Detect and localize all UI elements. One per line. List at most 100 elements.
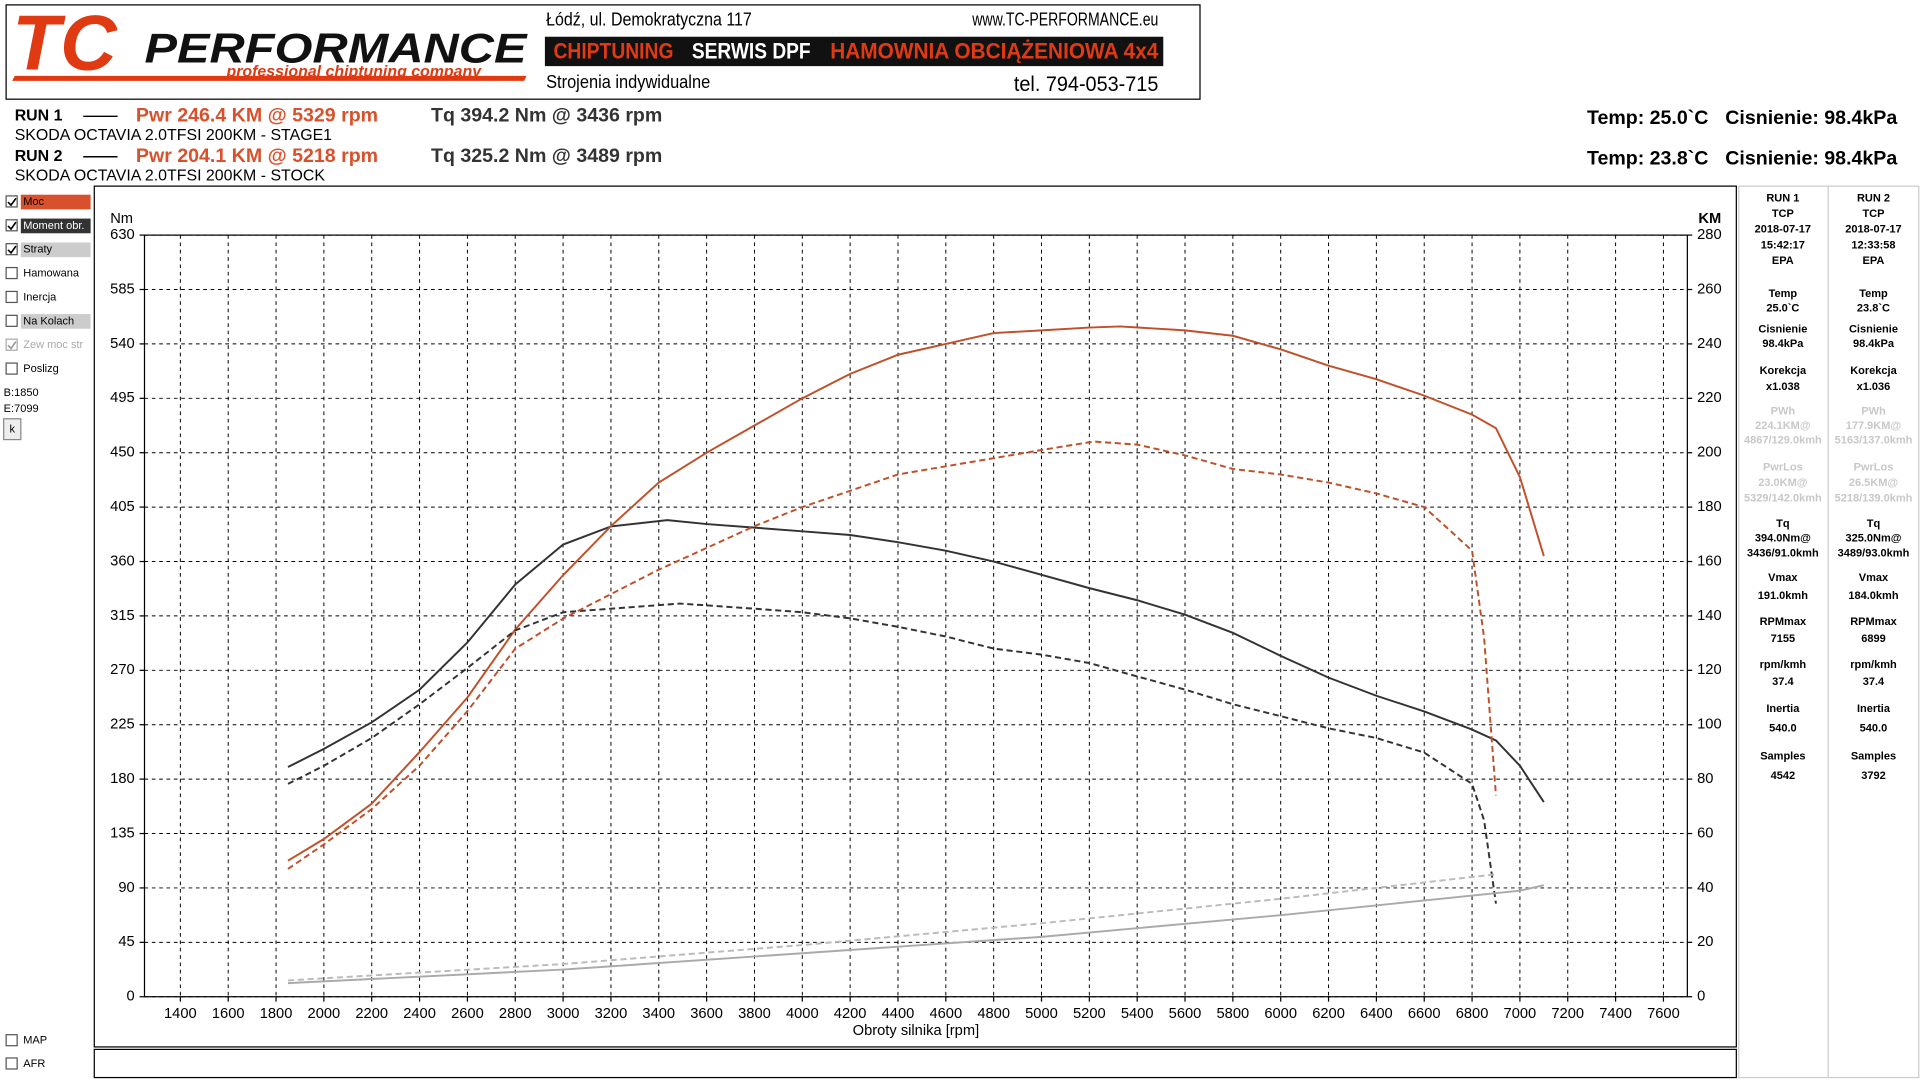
checkbox[interactable] <box>5 243 18 256</box>
option-label[interactable]: Inercja <box>23 291 57 303</box>
panel-text: 3489/93.0kmh <box>1838 547 1910 559</box>
checkbox[interactable] <box>5 1034 18 1047</box>
x-tick-label: 3600 <box>690 1006 723 1022</box>
logo-tc: TC <box>12 0 118 87</box>
option-label[interactable]: Moc <box>23 196 44 208</box>
panel-text: PWh <box>1861 405 1886 417</box>
series-line <box>287 602 1497 904</box>
checkbox[interactable] <box>5 362 18 375</box>
y-tick-label: 45 <box>118 934 134 950</box>
option-label[interactable]: Na Kolach <box>23 315 74 327</box>
panel-text: 15:42:17 <box>1761 239 1805 251</box>
panel-text: Korekcja <box>1850 365 1897 377</box>
x-tick-label: 2800 <box>499 1006 532 1022</box>
series-line <box>287 325 1545 862</box>
checkbox[interactable] <box>5 195 18 208</box>
panel-text: RUN 2 <box>1857 192 1890 204</box>
y-tick-label: 135 <box>110 825 135 841</box>
panel-text: 23.0KM@ <box>1758 477 1808 489</box>
checkbox[interactable] <box>5 219 18 232</box>
x-tick-label: 5600 <box>1169 1006 1202 1022</box>
x-tick-label: 6400 <box>1360 1006 1393 1022</box>
checkbox[interactable] <box>5 290 18 304</box>
panel-text: PwrLos <box>1763 462 1803 474</box>
x-tick-label: 7400 <box>1599 1006 1632 1022</box>
y-tick-label: 270 <box>110 662 135 678</box>
panel-text: TCP <box>1772 208 1794 220</box>
y2-tick-label: 60 <box>1697 825 1713 841</box>
option-bg <box>20 194 91 210</box>
panel-text: 7155 <box>1771 633 1796 645</box>
x-tick-label: 5800 <box>1217 1006 1250 1022</box>
panel-text: 37.4 <box>1772 676 1794 688</box>
panel-text: 5329/142.0kmh <box>1744 492 1822 504</box>
panel-text: x1.036 <box>1857 381 1891 393</box>
y2-tick-label: 20 <box>1697 934 1713 950</box>
checkbox[interactable] <box>5 266 18 280</box>
range-label: E:7099 <box>4 403 39 415</box>
panel-text: 4867/129.0kmh <box>1744 435 1822 447</box>
x-tick-label: 6800 <box>1456 1006 1489 1022</box>
panel-text: 540.0 <box>1769 722 1797 734</box>
x-tick-label: 4800 <box>977 1006 1010 1022</box>
y-axis-label: Nm <box>110 211 133 227</box>
checkmark <box>7 221 17 231</box>
option-label[interactable]: MAP <box>23 1035 47 1047</box>
x-tick-label: 1400 <box>164 1006 197 1022</box>
y-tick-label: 90 <box>118 880 134 896</box>
panel-text: 12:33:58 <box>1851 239 1895 251</box>
panel-text: 177.9KM@ <box>1846 420 1902 432</box>
checkbox[interactable] <box>5 314 18 327</box>
tuning: Strojenia indywidualne <box>546 71 710 92</box>
y-tick-label: 540 <box>110 336 135 352</box>
banner-text: CHIPTUNING <box>553 38 673 63</box>
run-vehicle: SKODA OCTAVIA 2.0TFSI 200KM - STAGE1 <box>15 127 332 144</box>
x-tick-label: 4600 <box>929 1006 962 1022</box>
option-label[interactable]: Hamowana <box>23 268 80 280</box>
y-tick-label: 630 <box>110 227 135 243</box>
panel-text: Vmax <box>1768 572 1798 584</box>
panel-text: 6899 <box>1861 633 1886 645</box>
x-tick-label: 5400 <box>1121 1006 1154 1022</box>
option-label[interactable]: Poslizg <box>23 363 59 375</box>
panel-text: 224.1KM@ <box>1755 420 1811 432</box>
x-axis-label: Obroty silnika [rpm] <box>853 1023 980 1039</box>
y-tick-label: 450 <box>110 445 135 461</box>
x-tick-label: 7000 <box>1504 1006 1537 1022</box>
panel-text: rpm/kmh <box>1760 659 1807 671</box>
panel-text: Inertia <box>1857 703 1891 715</box>
panel-text: TCP <box>1862 208 1884 220</box>
panel-text: 2018-07-17 <box>1845 224 1901 236</box>
series-line <box>287 873 1497 982</box>
x-tick-label: 5200 <box>1073 1006 1106 1022</box>
panel-text: Inertia <box>1766 703 1800 715</box>
y2-tick-label: 220 <box>1697 390 1722 406</box>
phone: tel. 794-053-715 <box>1014 73 1158 96</box>
bottom-box <box>93 1048 1737 1079</box>
panel-text: RPMmax <box>1850 616 1897 628</box>
option-label[interactable]: Moment obr. <box>23 220 84 232</box>
option-label[interactable]: AFR <box>23 1058 45 1070</box>
panel-text: Vmax <box>1859 572 1889 584</box>
x-tick-label: 4200 <box>834 1006 867 1022</box>
y2-tick-label: 260 <box>1697 281 1722 297</box>
panel-text: 23.8`C <box>1857 302 1890 314</box>
y2-tick-label: 120 <box>1697 662 1722 678</box>
y-tick-label: 360 <box>110 553 135 569</box>
button-label[interactable]: k <box>9 424 15 436</box>
option-label[interactable]: Zew moc str <box>23 339 83 351</box>
y-tick-label: 405 <box>110 499 135 515</box>
checkmark <box>7 341 17 350</box>
button[interactable] <box>3 418 22 441</box>
website: www.TC-PERFORMANCE.eu <box>971 9 1158 30</box>
panel-text: 37.4 <box>1863 676 1885 688</box>
option-label[interactable]: Straty <box>23 244 52 256</box>
checkbox[interactable] <box>5 1057 18 1070</box>
checkbox[interactable] <box>5 338 18 351</box>
y-tick-label: 585 <box>110 281 135 297</box>
banner-text: SERWIS DPF <box>692 38 811 63</box>
run-pressure: Cisnienie: 98.4kPa <box>1725 147 1898 169</box>
panel-text: 25.0`C <box>1766 302 1799 314</box>
panel-text: Korekcja <box>1760 365 1807 377</box>
